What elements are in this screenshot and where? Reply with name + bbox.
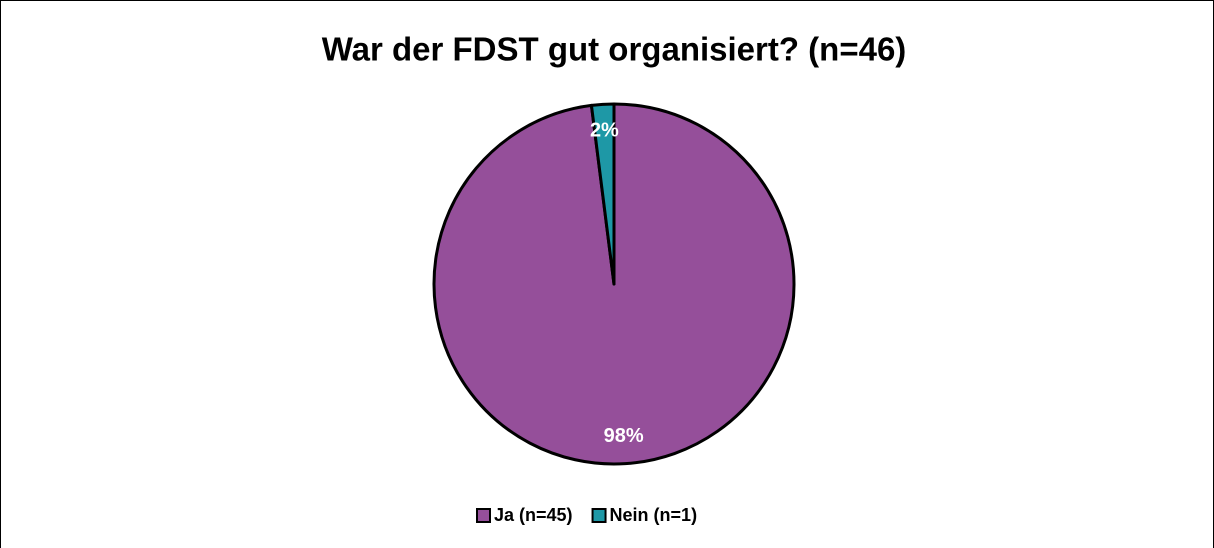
chart-title: War der FDST gut organisiert? (n=46) [322,31,907,68]
legend-label: Nein (n=1) [610,505,698,525]
data-label: 2% [590,120,619,142]
legend-swatch [591,508,607,523]
data-label: 98% [604,425,644,447]
legend-swatch [476,508,491,523]
pie-slice [589,102,616,286]
legend-label: Ja (n=45) [494,505,573,525]
